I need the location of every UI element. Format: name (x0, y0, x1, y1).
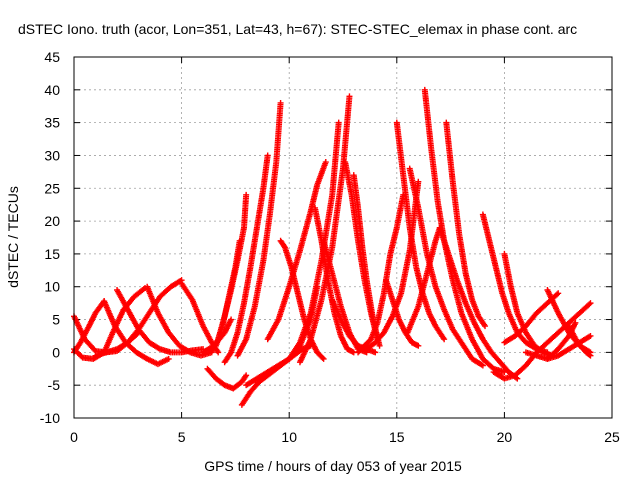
data-arc (234, 99, 284, 359)
data-point (228, 316, 235, 323)
data-point (514, 375, 521, 382)
data-point (415, 178, 422, 185)
data-point (554, 291, 561, 298)
data-point (243, 191, 250, 198)
data-point (587, 332, 594, 339)
data-point (586, 301, 593, 308)
y-tick-label: 5 (52, 312, 60, 328)
y-tick-label: 45 (44, 49, 60, 65)
data-point (215, 349, 222, 356)
data-point (346, 93, 353, 100)
data-point (319, 354, 326, 361)
data-point (415, 342, 422, 349)
data-arc (213, 237, 243, 349)
data-arc (114, 287, 207, 356)
y-tick-label: 10 (44, 279, 60, 295)
data-arc (406, 165, 486, 369)
data-arc (443, 119, 489, 330)
x-tick-label: 0 (70, 429, 78, 445)
data-point (441, 336, 448, 343)
x-tick-label: 10 (281, 429, 297, 445)
data-point (376, 342, 383, 349)
y-tick-label: 15 (44, 246, 60, 262)
y-tick-label: 35 (44, 115, 60, 131)
data-arc (101, 298, 172, 368)
chart-title: dSTEC Iono. truth (acor, Lon=351, Lat=43… (18, 21, 577, 37)
data-arc (329, 296, 379, 356)
data-point (243, 372, 250, 379)
data-point (322, 159, 329, 166)
data-arc (350, 172, 383, 349)
data-point (587, 300, 594, 307)
data-point (236, 237, 243, 244)
y-tick-label: 30 (44, 147, 60, 163)
y-tick-label: 40 (44, 82, 60, 98)
y-tick-label: -10 (40, 410, 60, 426)
data-points (71, 86, 594, 408)
axis-ticks: 0 5 10 15 20 25 -10 -5 0 5 10 15 20 25 30 35 40 45 (40, 49, 620, 445)
y-tick-label: 25 (44, 180, 60, 196)
y-tick-label: 20 (44, 213, 60, 229)
x-tick-label: 20 (497, 429, 513, 445)
data-arc (92, 277, 185, 359)
data-point (264, 152, 271, 159)
data-point (277, 99, 284, 106)
data-arc (383, 277, 422, 349)
data-arc (286, 119, 342, 362)
data-point (555, 290, 562, 297)
data-point (587, 352, 594, 359)
data-point (586, 351, 593, 358)
data-point (372, 349, 379, 356)
data-arc (421, 86, 508, 376)
x-tick-label: 5 (178, 429, 186, 445)
data-point (335, 119, 342, 126)
data-arc (204, 365, 250, 392)
data-arc (296, 93, 353, 366)
x-axis-label: GPS time / hours of day 053 of year 2015 (204, 458, 462, 474)
plot-frame (73, 56, 613, 419)
data-point (479, 362, 486, 369)
data-arc (144, 283, 215, 359)
data-arc (501, 250, 555, 359)
data-arc (264, 159, 329, 343)
data-arc (393, 119, 448, 343)
y-tick-label: -5 (48, 377, 61, 393)
data-point (572, 319, 579, 326)
y-tick-label: 0 (52, 344, 60, 360)
x-tick-label: 25 (604, 429, 620, 445)
x-tick-label: 15 (389, 429, 405, 445)
data-point (482, 323, 489, 330)
y-axis-label: dSTEC / TECUs (5, 186, 21, 288)
data-point (165, 355, 172, 362)
data-arc (501, 290, 562, 346)
data-arc (221, 152, 271, 366)
data-point (320, 355, 327, 362)
data-arc (436, 224, 521, 382)
data-arc (565, 323, 594, 359)
